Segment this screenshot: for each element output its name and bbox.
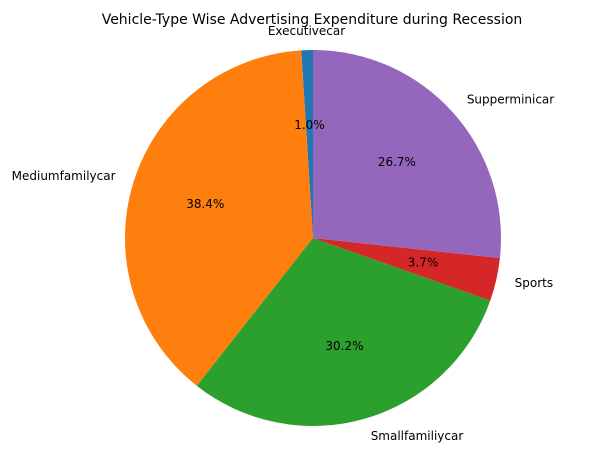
pie-slice-supperminicar xyxy=(313,50,501,259)
pie-slice-mediumfamilycar xyxy=(125,50,313,386)
slice-percent-sports: 3.7% xyxy=(408,255,439,269)
slice-label-executivecar: Executivecar xyxy=(268,24,345,38)
slice-label-sports: Sports xyxy=(515,276,553,290)
chart-title: Vehicle-Type Wise Advertising Expenditur… xyxy=(102,12,523,28)
slice-label-supperminicar: Supperminicar xyxy=(467,92,554,106)
pie-slice-smallfamiliycar xyxy=(196,238,491,426)
slice-percent-smallfamiliycar: 30.2% xyxy=(325,339,363,353)
pie-slice-sports xyxy=(313,238,500,301)
slice-percent-mediumfamilycar: 38.4% xyxy=(186,197,224,211)
slice-percent-supperminicar: 26.7% xyxy=(378,155,416,169)
pie-labels: Executivecar 1.0% Mediumfamilycar 38.4% Smal… xyxy=(12,24,555,443)
pie-slices xyxy=(125,50,501,426)
slice-label-mediumfamilycar: Mediumfamilycar xyxy=(12,169,116,183)
pie-slice-executivecar xyxy=(301,50,313,238)
slice-label-smallfamiliycar: Smallfamiliycar xyxy=(371,429,464,443)
slice-percent-executivecar: 1.0% xyxy=(294,118,325,132)
